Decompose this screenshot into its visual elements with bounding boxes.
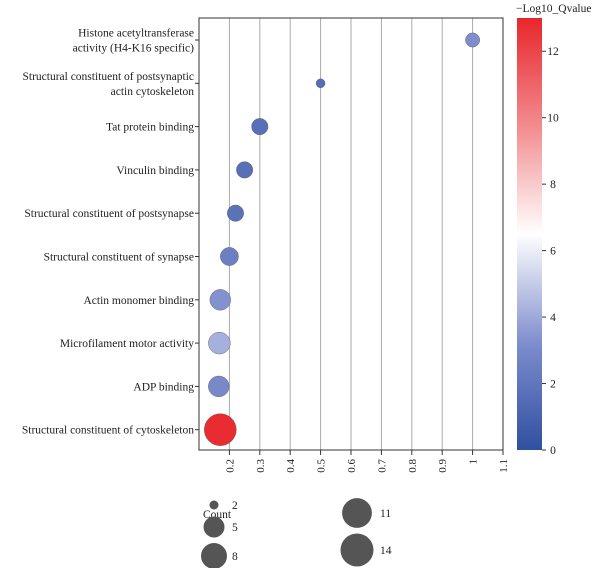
data-point	[208, 331, 231, 355]
size-legend-label: 11	[380, 508, 391, 520]
data-point	[204, 413, 237, 446]
x-axis-ticks: 0.2 0.3 0.4 0.5 0.6 0.7 0.8 0.9 1 1.1	[224, 450, 510, 473]
data-point	[251, 118, 269, 136]
y-category-label: ADP binding	[133, 381, 194, 393]
x-tick-label: 1	[468, 459, 480, 465]
x-tick-label: 0.7	[376, 459, 388, 473]
y-category-label: Tat protein binding	[106, 122, 194, 134]
colorbar-tick-label: 0	[550, 445, 556, 457]
size-legend-label: 14	[380, 545, 392, 557]
size-legend-circle	[342, 498, 372, 528]
colorbar-tick-label: 2	[550, 379, 556, 391]
x-tick-label: 0.4	[285, 459, 297, 473]
y-category-label: Structural constituent of postsynapse	[24, 208, 194, 220]
y-category-label: Structural constituent of synapse	[44, 252, 194, 264]
data-point	[209, 289, 231, 311]
size-legend-circle	[340, 533, 374, 567]
colorbar-tick-label: 12	[547, 46, 559, 58]
x-tick-label: 0.9	[437, 459, 449, 473]
colorbar-tick-label: 6	[550, 246, 556, 258]
data-point	[236, 161, 254, 179]
data-point	[208, 375, 230, 397]
y-category-label: actin cytoskeleton	[111, 86, 195, 98]
grid-lines	[228, 18, 474, 450]
size-legend-circle	[201, 543, 227, 568]
colorbar-tick-label: 8	[550, 179, 556, 191]
colorbar-gradient	[517, 18, 542, 450]
size-legend-label: 5	[232, 522, 238, 534]
colorbar-tick-label: 4	[550, 312, 556, 324]
x-tick-label: 0.8	[407, 459, 419, 473]
data-point	[227, 204, 244, 222]
y-category-label: activity (H4-K16 specific)	[73, 43, 195, 55]
x-tick-label: 0.2	[224, 459, 236, 473]
x-tick-label: 1.1	[498, 459, 510, 473]
colorbar-tick-label: 10	[547, 113, 559, 125]
colorbar: −Log10_Qvalue 0 2 4 6 8 10 12	[516, 3, 591, 457]
data-point	[315, 78, 326, 89]
y-category-label: Histone acetyltransferase	[78, 28, 194, 40]
colorbar-title: −Log10_Qvalue	[516, 3, 591, 15]
size-legend-circle	[203, 516, 225, 538]
size-legend-label: 8	[232, 551, 238, 563]
y-category-label: Microfilament motor activity	[60, 338, 194, 350]
data-points	[204, 32, 480, 446]
colorbar-ticks: 0 2 4 6 8 10 12	[542, 46, 559, 457]
y-category-label: Vinculin binding	[116, 165, 194, 177]
y-axis-labels: Histone acetyltransferase activity (H4-K1…	[22, 28, 199, 437]
size-legend-circle	[209, 500, 219, 510]
x-tick-label: 0.5	[316, 459, 328, 473]
data-point	[220, 247, 239, 266]
x-tick-label: 0.3	[255, 459, 267, 473]
y-category-label: Actin monomer binding	[83, 295, 194, 307]
data-point	[465, 32, 480, 48]
y-category-label: Structural constituent of postsynaptic	[22, 71, 194, 83]
x-tick-label: 0.6	[346, 459, 358, 473]
y-category-label: Structural constituent of cytoskeleton	[22, 425, 194, 437]
size-legend-label: 2	[232, 500, 238, 512]
